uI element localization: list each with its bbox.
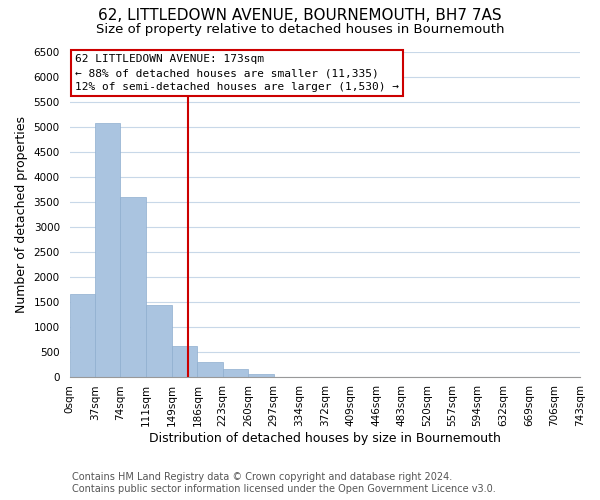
Text: 62 LITTLEDOWN AVENUE: 173sqm
← 88% of detached houses are smaller (11,335)
12% o: 62 LITTLEDOWN AVENUE: 173sqm ← 88% of de…: [75, 54, 399, 92]
Bar: [223, 369, 248, 376]
Bar: [70, 294, 95, 376]
Text: 62, LITTLEDOWN AVENUE, BOURNEMOUTH, BH7 7AS: 62, LITTLEDOWN AVENUE, BOURNEMOUTH, BH7 …: [98, 8, 502, 22]
X-axis label: Distribution of detached houses by size in Bournemouth: Distribution of detached houses by size …: [149, 432, 501, 445]
Text: Contains HM Land Registry data © Crown copyright and database right 2024.
Contai: Contains HM Land Registry data © Crown c…: [72, 472, 496, 494]
Bar: [121, 196, 146, 376]
Bar: [146, 305, 172, 376]
Bar: [248, 374, 274, 376]
Y-axis label: Number of detached properties: Number of detached properties: [15, 116, 28, 312]
Bar: [95, 122, 121, 376]
Bar: [172, 346, 197, 376]
Text: Size of property relative to detached houses in Bournemouth: Size of property relative to detached ho…: [96, 22, 504, 36]
Bar: [197, 362, 223, 376]
